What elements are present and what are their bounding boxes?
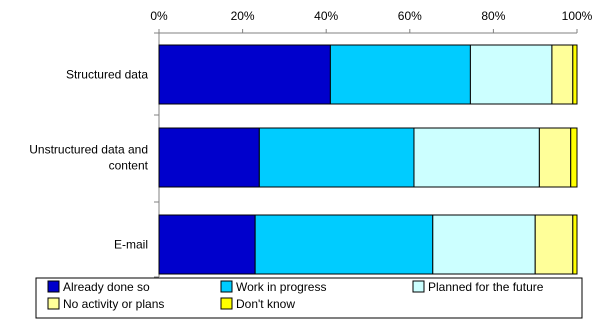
- x-axis-ticks: 0% 20% 40% 60% 80% 100%: [150, 9, 593, 34]
- bar-segment: [551, 44, 574, 105]
- legend-label: Already done so: [63, 280, 150, 294]
- bar-segment: [469, 44, 553, 105]
- legend-swatch: [47, 280, 60, 293]
- legend-label: Work in progress: [236, 280, 326, 294]
- category-label: Structured data: [66, 68, 148, 82]
- bar-segment: [158, 127, 260, 188]
- x-tick-label: 0%: [150, 9, 168, 23]
- legend-label: Don't know: [236, 297, 295, 311]
- bar-segment: [572, 44, 578, 105]
- bar-segment: [538, 127, 572, 188]
- legend-label: Planned for the future: [428, 280, 544, 294]
- category-labels: Structured data Unstructured data and cont…: [29, 68, 148, 252]
- x-tick-label: 60%: [398, 9, 422, 23]
- x-tick-label: 20%: [231, 9, 255, 23]
- bar-segment: [432, 214, 536, 275]
- legend-swatch: [412, 280, 425, 293]
- bar-segment: [158, 44, 331, 105]
- bar-segment: [413, 127, 540, 188]
- legend-label: No activity or plans: [63, 297, 164, 311]
- legend-box: [35, 277, 583, 319]
- bar-segment: [570, 127, 578, 188]
- category-label: E-mail: [114, 238, 148, 252]
- plot-area: [154, 32, 578, 278]
- bar-segment: [258, 127, 415, 188]
- x-tick-label: 40%: [314, 9, 338, 23]
- legend-swatch: [220, 280, 233, 293]
- x-tick-label: 80%: [481, 9, 505, 23]
- bar-segment: [572, 214, 578, 275]
- bar-segment: [329, 44, 471, 105]
- x-tick-label: 100%: [562, 9, 593, 23]
- legend-swatch: [47, 297, 60, 310]
- bar-segment: [534, 214, 574, 275]
- legend-swatch: [220, 297, 233, 310]
- legend: Already done so Work in progress Planned f…: [35, 277, 583, 319]
- bar-segment: [158, 214, 256, 275]
- category-label: Unstructured data and content: [29, 143, 148, 173]
- bar-segment: [254, 214, 434, 275]
